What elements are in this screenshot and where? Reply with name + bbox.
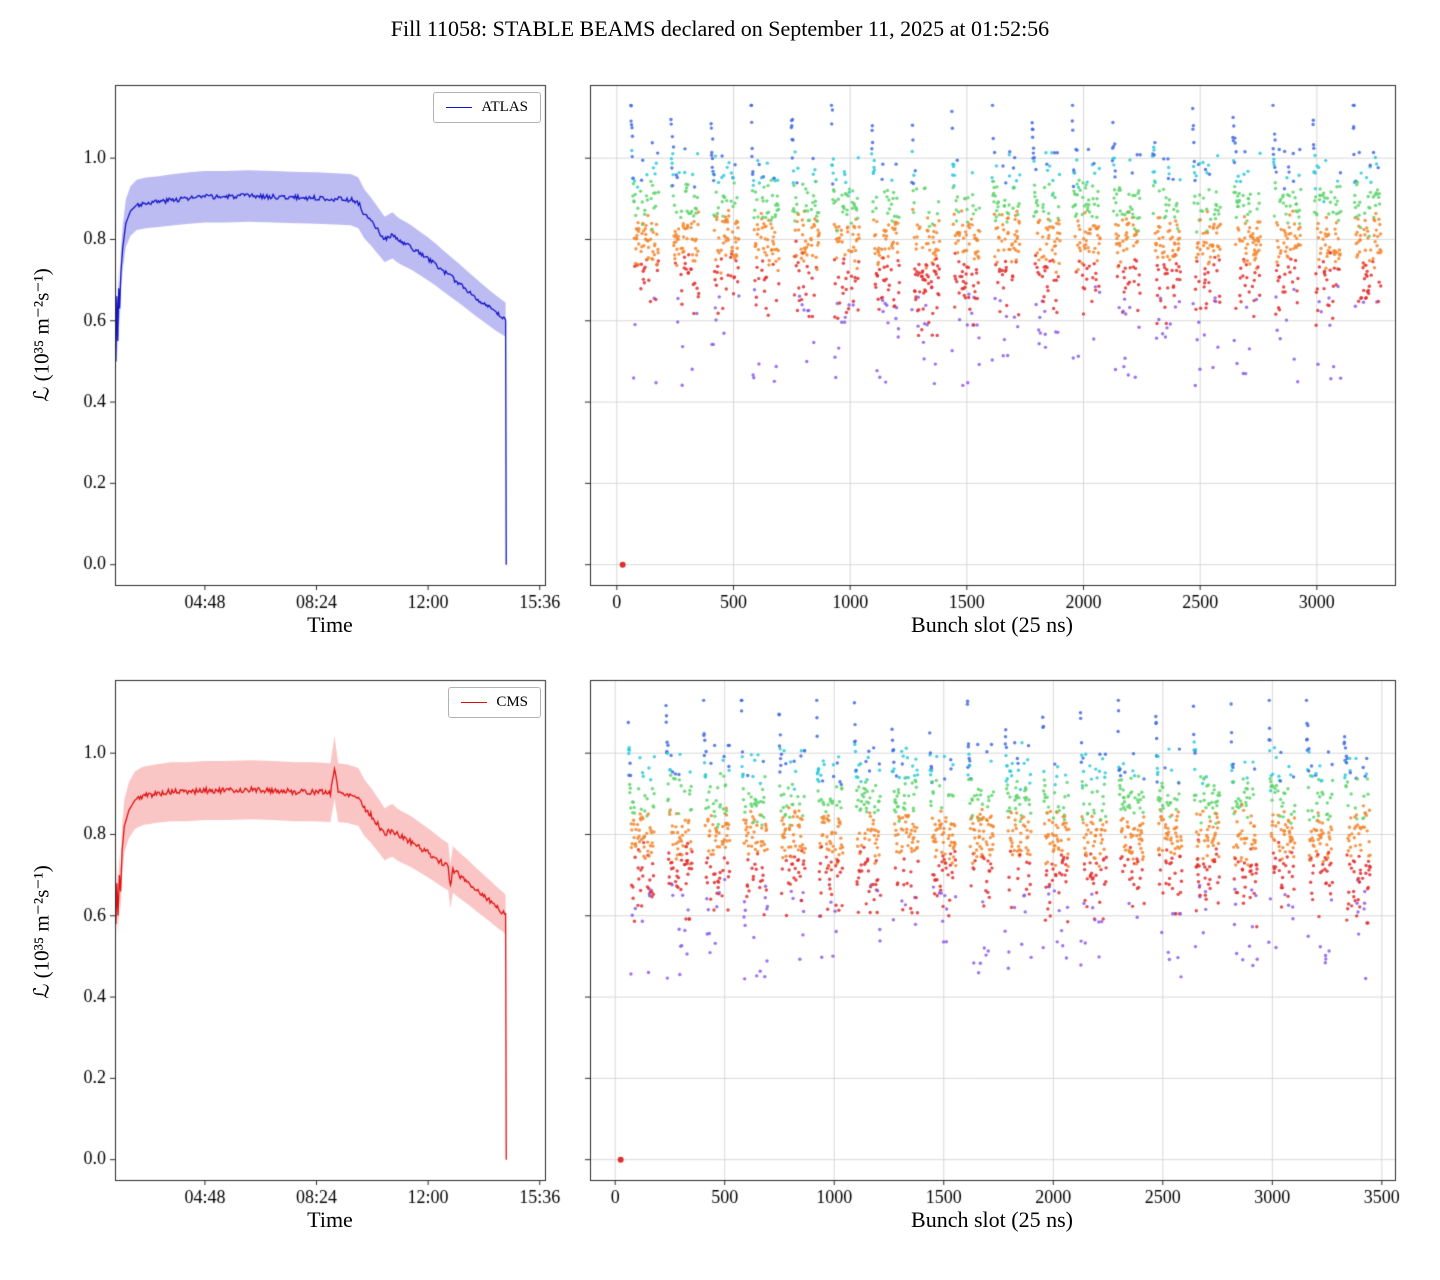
atlas-legend: ATLAS <box>433 92 541 123</box>
cms-legend-line <box>461 702 488 703</box>
atlas-ylabel: ℒ (10³⁵ m⁻²s⁻¹) <box>29 268 54 402</box>
cms-legend: CMS <box>448 687 541 718</box>
atlas-bunch-xlabel: Bunch slot (25 ns) <box>911 612 1073 637</box>
cms-bunch-xlabel: Bunch slot (25 ns) <box>911 1207 1073 1232</box>
cms-ylabel: ℒ (10³⁵ m⁻²s⁻¹) <box>29 865 54 999</box>
figure-title: Fill 11058: STABLE BEAMS declared on Sep… <box>390 16 1050 41</box>
cms-legend-label: CMS <box>496 694 528 710</box>
atlas-time-xlabel: Time <box>307 612 353 637</box>
atlas-legend-line <box>446 107 473 108</box>
atlas-legend-label: ATLAS <box>481 99 528 115</box>
cms-time-xlabel: Time <box>307 1207 353 1232</box>
